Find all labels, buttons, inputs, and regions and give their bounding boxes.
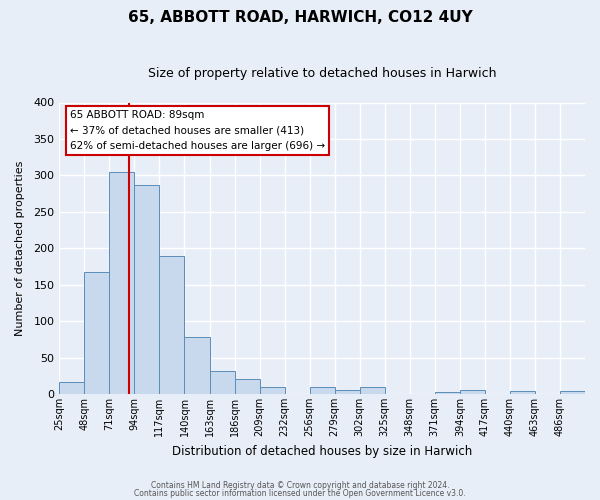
- Bar: [85, 272, 109, 394]
- Bar: [335, 390, 360, 394]
- Text: 65 ABBOTT ROAD: 89sqm
← 37% of detached houses are smaller (413)
62% of semi-det: 65 ABBOTT ROAD: 89sqm ← 37% of detached …: [70, 110, 325, 151]
- Bar: [109, 172, 134, 394]
- Y-axis label: Number of detached properties: Number of detached properties: [15, 160, 25, 336]
- Bar: [235, 380, 260, 394]
- Text: 65, ABBOTT ROAD, HARWICH, CO12 4UY: 65, ABBOTT ROAD, HARWICH, CO12 4UY: [128, 10, 472, 25]
- Bar: [59, 382, 85, 394]
- Bar: [134, 185, 160, 394]
- Bar: [435, 392, 460, 394]
- Bar: [209, 370, 235, 394]
- Text: Contains public sector information licensed under the Open Government Licence v3: Contains public sector information licen…: [134, 488, 466, 498]
- Bar: [460, 390, 485, 394]
- Bar: [510, 391, 535, 394]
- Bar: [160, 256, 184, 394]
- X-axis label: Distribution of detached houses by size in Harwich: Distribution of detached houses by size …: [172, 444, 472, 458]
- Bar: [310, 386, 335, 394]
- Bar: [184, 337, 209, 394]
- Text: Contains HM Land Registry data © Crown copyright and database right 2024.: Contains HM Land Registry data © Crown c…: [151, 481, 449, 490]
- Bar: [560, 391, 585, 394]
- Bar: [360, 386, 385, 394]
- Title: Size of property relative to detached houses in Harwich: Size of property relative to detached ho…: [148, 68, 496, 80]
- Bar: [260, 386, 284, 394]
